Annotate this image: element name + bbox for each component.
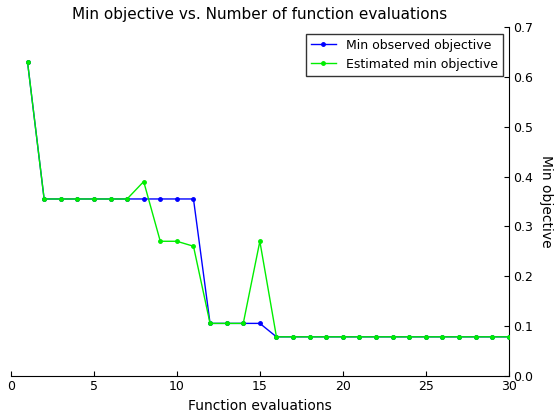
Min observed objective [190,197,197,202]
Min observed objective [91,197,97,202]
Min observed objective [456,334,463,339]
Min observed objective [141,197,147,202]
X-axis label: Function evaluations: Function evaluations [188,399,332,413]
Min observed objective [406,334,413,339]
Estimated min objective [290,334,296,339]
Min observed objective [306,334,313,339]
Estimated min objective [306,334,313,339]
Estimated min objective [41,197,48,202]
Estimated min objective [406,334,413,339]
Min observed objective [174,197,180,202]
Min observed objective [372,334,379,339]
Estimated min objective [124,197,130,202]
Min observed objective [472,334,479,339]
Min observed objective [273,334,280,339]
Estimated min objective [422,334,429,339]
Estimated min objective [174,239,180,244]
Estimated min objective [439,334,446,339]
Min observed objective [323,334,330,339]
Estimated min objective [323,334,330,339]
Estimated min objective [91,197,97,202]
Line: Estimated min objective: Estimated min objective [24,59,512,340]
Estimated min objective [256,239,263,244]
Min observed objective [290,334,296,339]
Estimated min objective [24,60,31,65]
Min observed objective [356,334,363,339]
Estimated min objective [356,334,363,339]
Legend: Min observed objective, Estimated min objective: Min observed objective, Estimated min ob… [306,34,502,76]
Min observed objective [24,60,31,65]
Min observed objective [207,321,213,326]
Min observed objective [41,197,48,202]
Min observed objective [107,197,114,202]
Min observed objective [439,334,446,339]
Estimated min objective [339,334,346,339]
Min observed objective [339,334,346,339]
Min observed objective [505,334,512,339]
Min observed objective [223,321,230,326]
Estimated min objective [505,334,512,339]
Min observed objective [74,197,81,202]
Min observed objective [422,334,429,339]
Min observed objective [57,197,64,202]
Estimated min objective [57,197,64,202]
Min observed objective [389,334,396,339]
Estimated min objective [223,321,230,326]
Estimated min objective [190,244,197,249]
Estimated min objective [107,197,114,202]
Estimated min objective [74,197,81,202]
Min observed objective [256,321,263,326]
Estimated min objective [472,334,479,339]
Estimated min objective [207,321,213,326]
Min observed objective [489,334,496,339]
Estimated min objective [389,334,396,339]
Estimated min objective [489,334,496,339]
Min observed objective [124,197,130,202]
Estimated min objective [157,239,164,244]
Min observed objective [240,321,246,326]
Min observed objective [157,197,164,202]
Estimated min objective [141,179,147,184]
Estimated min objective [240,321,246,326]
Estimated min objective [456,334,463,339]
Title: Min objective vs. Number of function evaluations: Min objective vs. Number of function eva… [72,7,447,22]
Line: Min observed objective: Min observed objective [24,59,512,340]
Estimated min objective [273,334,280,339]
Y-axis label: Min objective: Min objective [539,155,553,248]
Estimated min objective [372,334,379,339]
